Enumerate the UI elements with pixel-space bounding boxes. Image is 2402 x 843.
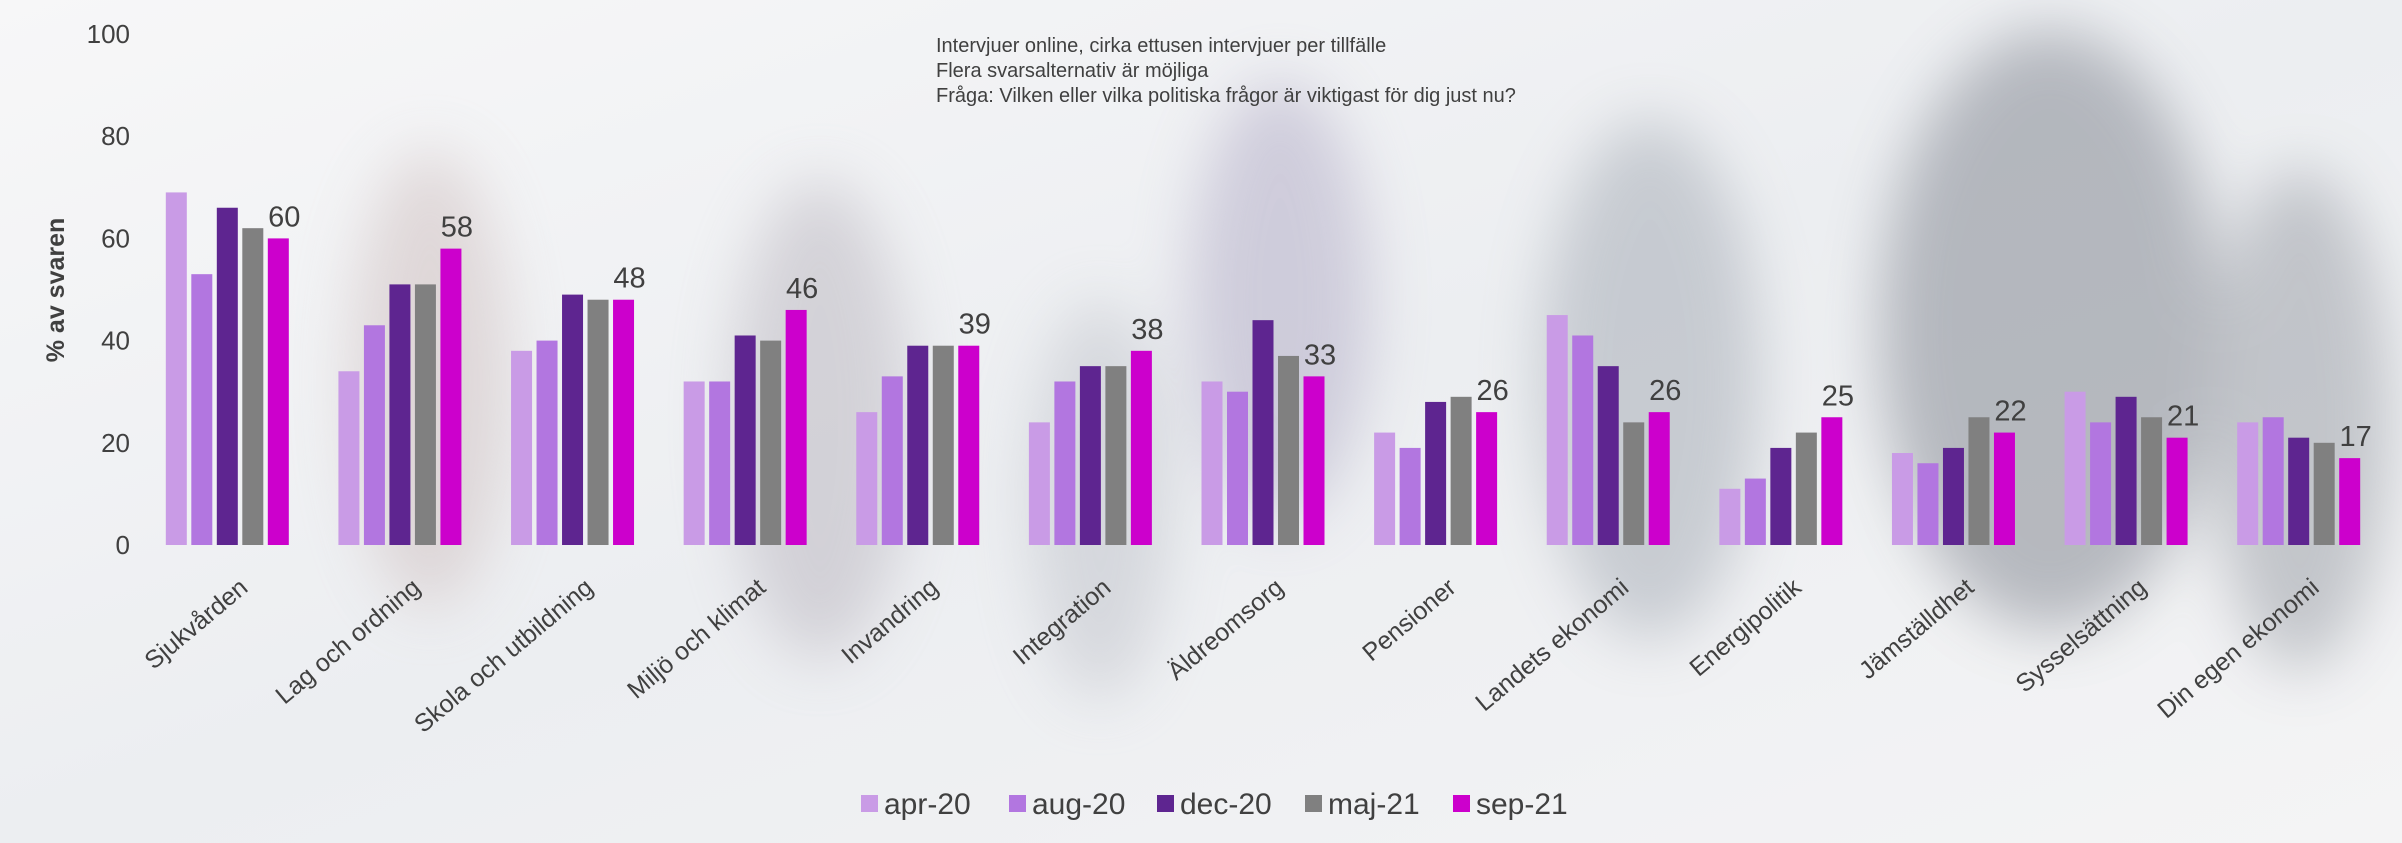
bar xyxy=(242,228,263,545)
bar xyxy=(1425,402,1446,545)
bar xyxy=(1105,366,1126,545)
note: Intervjuer online, cirka ettusen intervj… xyxy=(936,35,1386,57)
bar xyxy=(415,284,436,545)
legend-label: maj-21 xyxy=(1328,788,1420,821)
bar xyxy=(1547,315,1568,545)
y-tick-label: 100 xyxy=(87,19,130,49)
data-label: 46 xyxy=(786,273,818,305)
data-label: 26 xyxy=(1476,375,1508,407)
bar xyxy=(1029,422,1050,545)
bar xyxy=(1943,448,1964,545)
bar xyxy=(2339,458,2360,545)
data-label: 60 xyxy=(268,201,300,233)
bar xyxy=(2116,397,2137,545)
data-label: 17 xyxy=(2340,421,2372,453)
bar xyxy=(2263,417,2284,545)
bar xyxy=(1080,366,1101,545)
data-label: 48 xyxy=(613,263,645,295)
bar xyxy=(1623,422,1644,545)
bar xyxy=(1796,433,1817,545)
bar xyxy=(933,346,954,545)
bar xyxy=(1400,448,1421,545)
bar xyxy=(709,381,730,545)
data-label: 58 xyxy=(441,212,473,244)
legend-label: aug-20 xyxy=(1032,788,1125,821)
bar xyxy=(1821,417,1842,545)
bar xyxy=(1719,489,1740,545)
bar xyxy=(1131,351,1152,545)
bar xyxy=(1572,335,1593,545)
y-tick-label: 80 xyxy=(101,121,130,151)
y-tick-label: 20 xyxy=(101,428,130,458)
bar xyxy=(1745,479,1766,545)
bar xyxy=(166,192,187,545)
bar xyxy=(2167,438,2188,545)
bar xyxy=(1202,381,1223,545)
data-label: 39 xyxy=(959,309,991,341)
y-axis-title: % av svaren xyxy=(42,218,70,363)
bar xyxy=(1278,356,1299,545)
legend-swatch xyxy=(1453,795,1470,812)
data-label: 26 xyxy=(1649,375,1681,407)
bar xyxy=(1476,412,1497,545)
y-tick-label: 40 xyxy=(101,326,130,356)
y-tick-label: 0 xyxy=(116,530,130,560)
data-label: 33 xyxy=(1304,339,1336,371)
bar xyxy=(1968,417,1989,545)
bar xyxy=(268,238,289,545)
bar xyxy=(364,325,385,545)
bar xyxy=(1994,433,2015,545)
bar xyxy=(389,284,410,545)
bar xyxy=(440,249,461,545)
legend-swatch xyxy=(1305,795,1322,812)
bar xyxy=(613,300,634,545)
legend-swatch xyxy=(861,795,878,812)
bar xyxy=(511,351,532,545)
bar xyxy=(1374,433,1395,545)
legend-label: sep-21 xyxy=(1476,788,1568,821)
bar xyxy=(2141,417,2162,545)
bar xyxy=(537,341,558,545)
bar xyxy=(562,295,583,545)
data-label: 25 xyxy=(1822,380,1854,412)
bar xyxy=(1451,397,1472,545)
chart: Intervjuer online, cirka ettusen intervj… xyxy=(0,0,2402,843)
bar xyxy=(338,371,359,545)
note: Fråga: Vilken eller vilka politiska fråg… xyxy=(936,85,1516,107)
data-label: 21 xyxy=(2167,401,2199,433)
bar xyxy=(1054,381,1075,545)
bar xyxy=(907,346,928,545)
legend-swatch xyxy=(1009,795,1026,812)
bar xyxy=(1770,448,1791,545)
bar xyxy=(2065,392,2086,545)
bar xyxy=(1917,463,1938,545)
bar xyxy=(1227,392,1248,545)
bar xyxy=(882,376,903,545)
bar xyxy=(217,208,238,545)
bar xyxy=(588,300,609,545)
bar xyxy=(1253,320,1274,545)
legend-swatch xyxy=(1157,795,1174,812)
bar xyxy=(2314,443,2335,545)
bar xyxy=(2237,422,2258,545)
y-tick-label: 60 xyxy=(101,223,130,253)
bar xyxy=(1304,376,1325,545)
bar xyxy=(1892,453,1913,545)
bar xyxy=(760,341,781,545)
bar xyxy=(1649,412,1670,545)
legend-label: apr-20 xyxy=(884,788,971,821)
bar xyxy=(1598,366,1619,545)
bar xyxy=(958,346,979,545)
bar xyxy=(684,381,705,545)
note: Flera svarsalternativ är möjliga xyxy=(936,60,1209,82)
legend-label: dec-20 xyxy=(1180,788,1272,821)
bar xyxy=(856,412,877,545)
data-label: 22 xyxy=(1994,396,2026,428)
bar xyxy=(735,335,756,545)
bar xyxy=(2288,438,2309,545)
data-label: 38 xyxy=(1131,314,1163,346)
bar xyxy=(786,310,807,545)
bar xyxy=(2090,422,2111,545)
bar xyxy=(191,274,212,545)
